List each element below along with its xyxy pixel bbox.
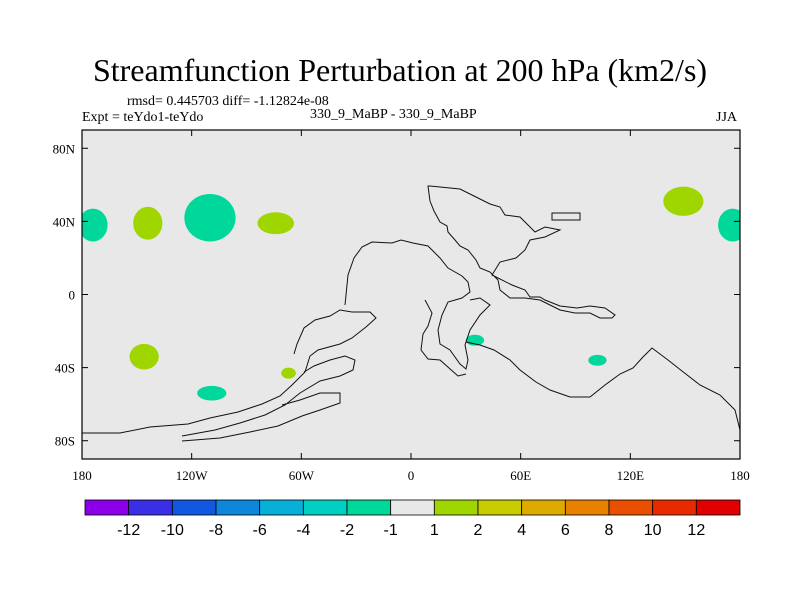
anomaly-6 <box>129 343 159 370</box>
colorbar-box-8 <box>433 499 479 516</box>
colorbar-label-1: -10 <box>161 522 184 539</box>
colorbar-box-4 <box>259 499 304 516</box>
colorbar: -12 -10 -8 -6 -4 -2 -1 1 2 4 6 8 10 12 <box>84 499 741 539</box>
anomaly-10 <box>588 354 607 366</box>
coastline-middle-africa <box>420 299 467 377</box>
chart-title: Streamfunction Perturbation at 200 hPa (… <box>92 52 708 88</box>
colorbar-box-5 <box>302 499 348 516</box>
x-tick-label-3: 0 <box>408 468 415 483</box>
colorbar-label-7: 1 <box>430 522 439 539</box>
colorbar-box-10 <box>521 499 566 516</box>
colorbar-box-6 <box>346 499 392 516</box>
coastline-southwest-lower <box>181 392 341 442</box>
experiment-label: Expt = teYdo1-teYdo <box>82 110 204 125</box>
colorbar-box-14 <box>695 499 741 516</box>
coastline-south-block <box>465 341 741 431</box>
x-tick-label-4: 60E <box>510 468 531 483</box>
colorbar-label-13: 12 <box>687 522 705 539</box>
colorbar-label-10: 6 <box>561 522 570 539</box>
coastline-africa-europe <box>344 239 491 370</box>
anomaly-4 <box>257 212 295 235</box>
rmsd-label: rmsd= 0.445703 diff= -1.12824e-08 <box>127 94 329 109</box>
x-tick-label-6: 180 <box>730 468 750 483</box>
colorbar-box-12 <box>608 499 654 516</box>
colorbar-label-4: -4 <box>296 522 310 539</box>
anomaly-3 <box>184 193 236 242</box>
anomaly-1 <box>718 208 740 242</box>
coastline-southwest-ridge <box>82 309 377 434</box>
x-tick-label-2: 60W <box>289 468 315 483</box>
y-tick-label-2: 0 <box>69 288 76 303</box>
coastline-small-island <box>551 212 581 221</box>
colorbar-box-13 <box>652 499 697 516</box>
x-tick-label-1: 120W <box>176 468 209 483</box>
anomaly-layer <box>82 186 740 401</box>
case-label: 330_9_MaBP - 330_9_MaBP <box>310 107 477 122</box>
anomaly-2 <box>133 206 163 240</box>
x-tick-label-5: 120E <box>617 468 645 483</box>
y-tick-label-3: 40S <box>55 361 75 376</box>
colorbar-box-1 <box>128 499 173 516</box>
colorbar-box-7 <box>390 499 435 516</box>
coastline-southwest-inner <box>181 355 356 437</box>
y-tick-label-0: 80N <box>53 141 76 156</box>
colorbar-label-3: -6 <box>253 522 267 539</box>
colorbar-label-2: -8 <box>209 522 223 539</box>
coastline-eurasia-north <box>427 185 616 319</box>
y-tick-label-1: 40N <box>53 214 76 229</box>
colorbar-box-9 <box>477 499 523 516</box>
colorbar-label-12: 10 <box>644 522 662 539</box>
colorbar-label-5: -2 <box>340 522 354 539</box>
y-tick-label-4: 80S <box>55 434 75 449</box>
colorbar-label-9: 4 <box>517 522 526 539</box>
axes-layer: 180 120W 60W 0 60E 120E 180 80N 40N 0 40S 80S <box>53 130 750 483</box>
anomaly-7 <box>197 385 227 401</box>
colorbar-box-2 <box>171 499 217 516</box>
anomaly-0 <box>82 208 108 242</box>
coastline-outlines <box>82 185 741 442</box>
colorbar-label-6: -1 <box>384 522 398 539</box>
colorbar-box-3 <box>215 499 261 516</box>
anomaly-8 <box>281 367 296 379</box>
season-label: JJA <box>716 110 738 125</box>
colorbar-label-11: 8 <box>605 522 614 539</box>
colorbar-box-0 <box>84 499 130 516</box>
x-tick-label-0: 180 <box>72 468 92 483</box>
colorbar-label-8: 2 <box>474 522 483 539</box>
colorbar-label-0: -12 <box>117 522 140 539</box>
colorbar-box-11 <box>564 499 610 516</box>
map-background <box>82 130 740 459</box>
anomaly-5 <box>663 186 704 216</box>
